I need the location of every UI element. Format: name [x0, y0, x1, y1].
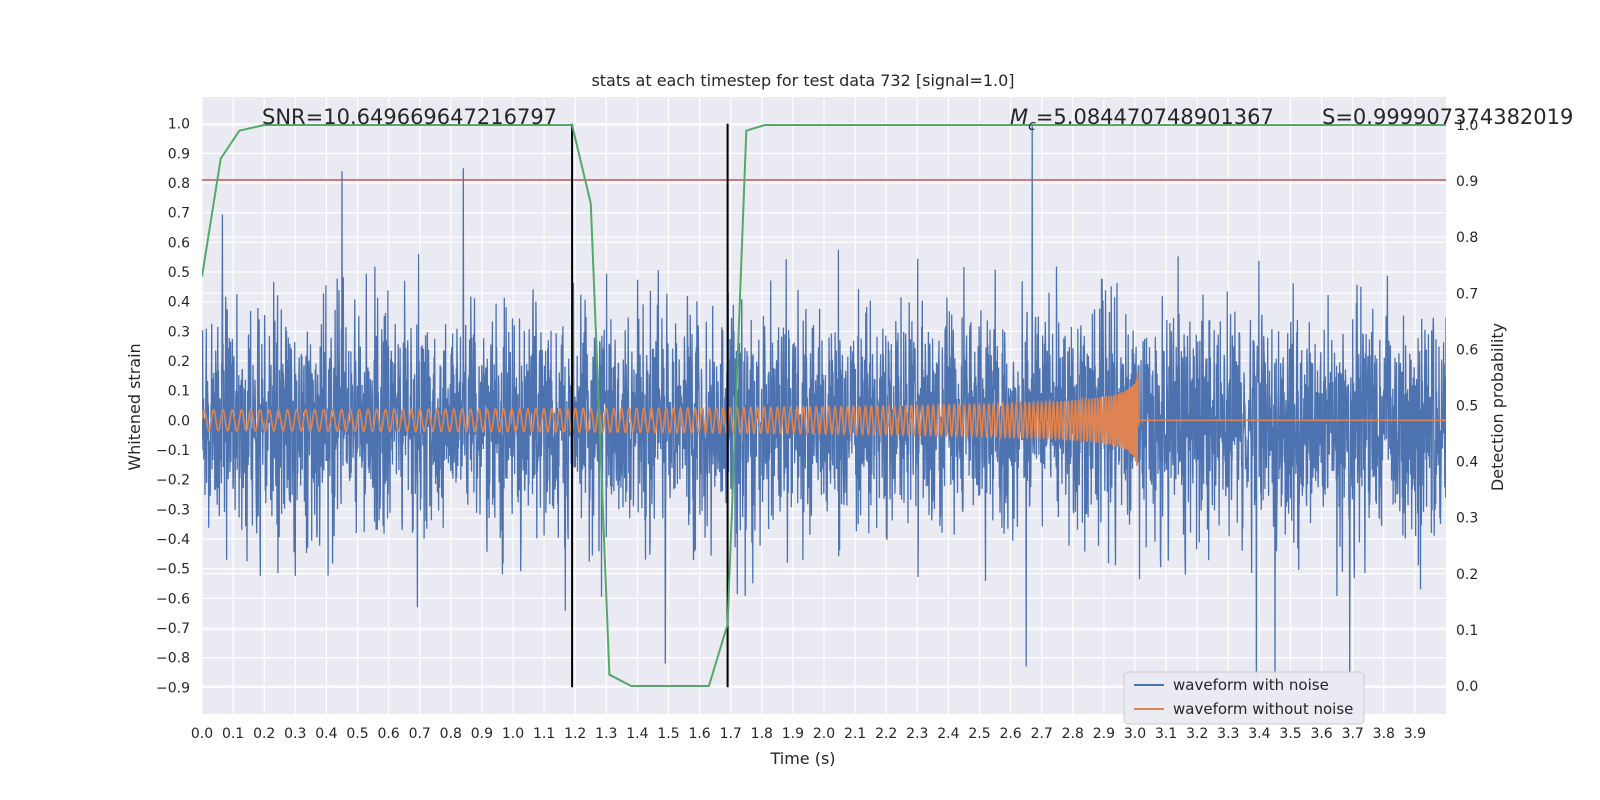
x-axis-label: Time (s) — [769, 749, 835, 768]
s-annotation: S=0.999907374382019 — [1322, 105, 1573, 129]
x-tick-label: 0.4 — [315, 726, 337, 742]
y-axis-ticks: −0.9 −0.8 −0.7 −0.6 −0.5 −0.4 −0.3 −0.2 −0.1 0.0 0… — [156, 117, 190, 697]
y-tick-label: −0.7 — [156, 621, 190, 637]
y2-tick-label: 0.3 — [1456, 511, 1478, 527]
chirp-mass-symbol: M — [1010, 105, 1028, 129]
x-tick-label: 0.9 — [471, 726, 493, 742]
y-tick-label: −0.3 — [156, 502, 190, 518]
y-tick-label: −0.4 — [156, 532, 190, 548]
y-tick-label: 1.0 — [168, 117, 190, 133]
y-tick-label: −0.9 — [156, 680, 190, 696]
x-tick-label: 3.3 — [1217, 726, 1239, 742]
y-tick-label: 0.6 — [168, 235, 190, 251]
x-tick-label: 0.1 — [222, 726, 244, 742]
x-tick-label: 1.9 — [782, 726, 804, 742]
x-tick-label: 1.8 — [751, 726, 773, 742]
y-tick-label: 0.2 — [168, 354, 190, 370]
y-tick-label: 0.7 — [168, 206, 190, 222]
x-tick-label: 0.8 — [440, 726, 462, 742]
x-tick-label: 0.7 — [409, 726, 431, 742]
y-axis-label: Whitened strain — [125, 343, 144, 470]
x-tick-label: 0.3 — [284, 726, 306, 742]
x-tick-label: 3.7 — [1342, 726, 1364, 742]
x-tick-label: 2.2 — [875, 726, 897, 742]
y2-tick-label: 0.9 — [1456, 174, 1478, 190]
x-tick-label: 0.5 — [346, 726, 368, 742]
x-axis-ticks: 0.0 0.1 0.2 0.3 0.4 0.5 0.6 0.7 0.8 0.9 1.0 1.1 1.2 1… — [191, 726, 1426, 742]
y-tick-label: −0.5 — [156, 562, 190, 578]
y2-tick-label: 0.6 — [1456, 342, 1478, 358]
x-tick-label: 3.0 — [1124, 726, 1146, 742]
y2-axis-ticks: 0.0 0.1 0.2 0.3 0.4 0.5 0.6 0.7 0.8 0.9 1.0 — [1456, 118, 1478, 695]
x-tick-label: 2.3 — [906, 726, 928, 742]
y2-tick-label: 0.4 — [1456, 455, 1478, 471]
legend: waveform with noise waveform without noi… — [1123, 671, 1365, 725]
y-tick-label: 0.4 — [168, 295, 190, 311]
y-tick-label: 0.1 — [168, 384, 190, 400]
x-tick-label: 2.1 — [844, 726, 866, 742]
series-detection-probability — [202, 124, 1446, 687]
x-tick-label: 3.8 — [1373, 726, 1395, 742]
x-tick-label: 0.6 — [377, 726, 399, 742]
y-tick-label: −0.1 — [156, 443, 190, 459]
x-tick-label: 1.2 — [564, 726, 586, 742]
legend-label-waveform-with-noise: waveform with noise — [1173, 676, 1329, 694]
y2-tick-label: 0.0 — [1456, 679, 1478, 695]
x-tick-label: 2.6 — [999, 726, 1021, 742]
y-tick-label: 0.0 — [168, 413, 190, 429]
y-tick-label: −0.6 — [156, 591, 190, 607]
x-tick-label: 1.0 — [502, 726, 524, 742]
y2-tick-label: 0.2 — [1456, 567, 1478, 583]
y-tick-label: −0.2 — [156, 473, 190, 489]
x-tick-label: 2.4 — [937, 726, 959, 742]
y2-tick-label: 0.8 — [1456, 230, 1478, 246]
x-tick-label: 3.2 — [1186, 726, 1208, 742]
x-tick-label: 1.7 — [720, 726, 742, 742]
x-tick-label: 2.5 — [968, 726, 990, 742]
chirp-mass-annotation: Mc=5.084470748901367 — [1010, 105, 1274, 134]
x-tick-label: 2.9 — [1093, 726, 1115, 742]
y2-tick-label: 0.1 — [1456, 623, 1478, 639]
x-tick-label: 2.7 — [1031, 726, 1053, 742]
legend-label-waveform-without-noise: waveform without noise — [1173, 700, 1353, 718]
x-tick-label: 2.0 — [813, 726, 835, 742]
snr-annotation: SNR=10.649669647216797 — [262, 105, 557, 129]
x-tick-label: 1.3 — [595, 726, 617, 742]
x-tick-label: 1.4 — [626, 726, 648, 742]
chart-title: stats at each timestep for test data 732… — [591, 71, 1014, 90]
y2-tick-label: 0.5 — [1456, 399, 1478, 415]
x-tick-label: 1.5 — [657, 726, 679, 742]
y-tick-label: 0.8 — [168, 176, 190, 192]
y-tick-label: 0.9 — [168, 146, 190, 162]
x-tick-label: 3.5 — [1279, 726, 1301, 742]
y-tick-label: 0.5 — [168, 265, 190, 281]
x-tick-label: 0.2 — [253, 726, 275, 742]
chirp-mass-subscript: c — [1028, 118, 1036, 134]
x-tick-label: 0.0 — [191, 726, 213, 742]
legend-box — [1123, 671, 1365, 725]
x-tick-label: 3.6 — [1310, 726, 1332, 742]
y2-tick-label: 1.0 — [1456, 118, 1478, 134]
y2-tick-label: 0.7 — [1456, 286, 1478, 302]
y-tick-label: 0.3 — [168, 324, 190, 340]
y2-axis-label: Detection probability — [1488, 323, 1507, 491]
chirp-mass-value: =5.084470748901367 — [1036, 105, 1274, 129]
x-tick-label: 3.9 — [1404, 726, 1426, 742]
x-tick-label: 2.8 — [1062, 726, 1084, 742]
x-tick-label: 1.1 — [533, 726, 555, 742]
x-tick-label: 3.4 — [1248, 726, 1270, 742]
series-waveform-with-noise — [202, 123, 1446, 703]
y-tick-label: −0.8 — [156, 651, 190, 667]
x-tick-label: 1.6 — [688, 726, 710, 742]
series-waveform-without-noise — [202, 370, 1446, 466]
vertical-markers — [571, 123, 729, 688]
x-tick-label: 3.1 — [1155, 726, 1177, 742]
